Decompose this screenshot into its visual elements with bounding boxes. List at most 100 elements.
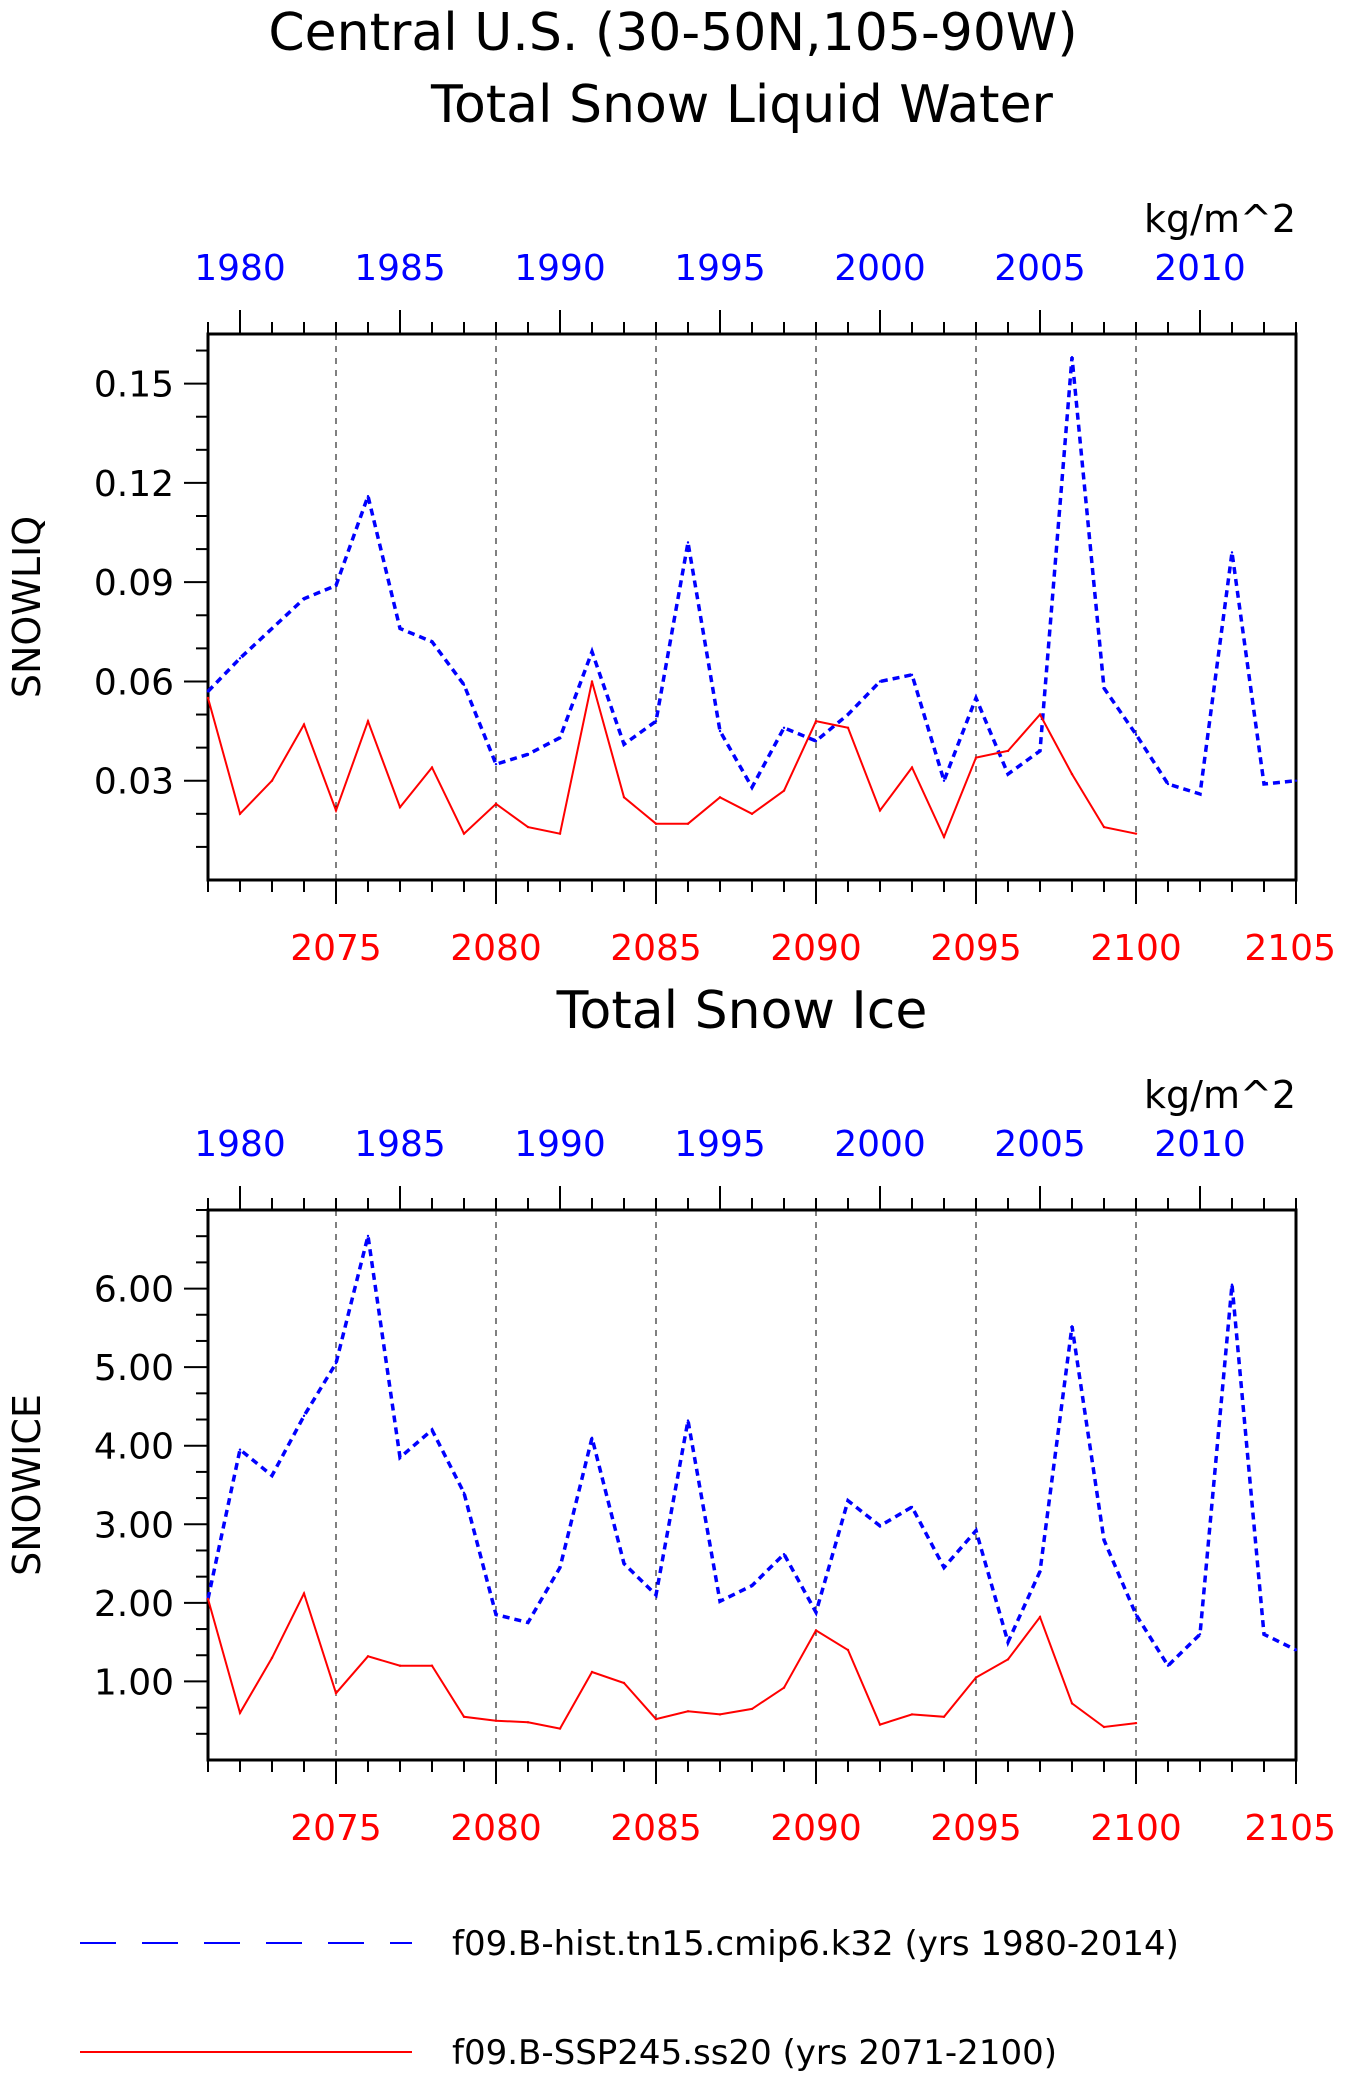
data-point-hist <box>1230 1283 1234 1286</box>
data-point-hist <box>334 1362 338 1365</box>
data-point-ssp <box>686 822 690 825</box>
data-point-ssp <box>750 1707 754 1711</box>
data-point-hist <box>1166 1664 1170 1667</box>
data-point-hist <box>910 673 914 677</box>
data-point-ssp <box>910 1713 914 1716</box>
data-point-ssp <box>494 1719 498 1722</box>
data-point-ssp <box>622 796 626 799</box>
y-tick-label: 0.09 <box>94 563 174 604</box>
series-line-hist <box>206 1235 1297 1669</box>
y-tick-label: 3.00 <box>94 1505 174 1546</box>
bottom-tick-label: 2075 <box>290 928 382 969</box>
data-point-hist <box>686 541 690 544</box>
data-point-ssp <box>334 809 338 812</box>
data-point-hist <box>846 713 850 716</box>
data-point-ssp <box>942 835 946 839</box>
legend-label: f09.B-hist.tn15.cmip6.k32 (yrs 1980-2014… <box>452 1924 1179 1964</box>
y-tick-label: 1.00 <box>94 1662 174 1703</box>
y-axis-label: SNOWLIQ <box>5 516 49 698</box>
data-point-ssp <box>1006 749 1010 753</box>
series-line-ssp <box>207 681 1137 840</box>
data-point-hist <box>942 1566 946 1569</box>
top-tick-label: 1995 <box>674 1124 766 1165</box>
series-line-ssp <box>207 1590 1137 1730</box>
data-point-ssp <box>366 1655 370 1658</box>
data-point-hist <box>430 640 434 643</box>
data-point-hist <box>1198 792 1202 796</box>
y-axis-label: SNOWICE <box>5 1394 49 1576</box>
top-tick-label: 1990 <box>514 248 606 289</box>
data-point-ssp <box>270 1656 274 1660</box>
data-point-hist <box>494 762 498 766</box>
data-point-ssp <box>846 726 850 729</box>
data-point-ssp <box>430 1664 434 1667</box>
data-point-ssp <box>526 825 530 829</box>
panel-snowice: Total Snow Ice kg/m^2 1980 1985 1990 1995 2000… <box>5 981 1336 1849</box>
data-point-hist <box>910 1505 914 1509</box>
data-point-ssp <box>398 806 402 809</box>
data-point-ssp <box>846 1648 850 1652</box>
data-point-hist <box>846 1499 850 1502</box>
data-point-ssp <box>814 719 818 723</box>
panel-title: Total Snow Liquid Water <box>430 75 1054 135</box>
data-point-ssp <box>590 1670 594 1674</box>
bottom-tick-label: 2090 <box>770 928 862 969</box>
bottom-tick-label: 2085 <box>610 928 702 969</box>
data-point-hist <box>270 627 274 630</box>
data-point-hist <box>590 650 594 653</box>
top-tick-label: 2000 <box>834 248 926 289</box>
data-point-hist <box>814 1611 818 1614</box>
data-point-ssp <box>942 1715 946 1718</box>
data-point-ssp <box>1070 772 1074 776</box>
data-point-ssp <box>910 766 914 769</box>
data-point-hist <box>782 1552 786 1556</box>
data-point-hist <box>686 1419 690 1422</box>
data-point-ssp <box>462 1715 466 1718</box>
data-point-ssp <box>814 1629 818 1632</box>
data-point-ssp <box>494 802 498 806</box>
bottom-tick-label: 2080 <box>450 1808 542 1849</box>
data-point-hist <box>558 736 562 739</box>
data-point-hist <box>462 1491 466 1495</box>
data-point-ssp <box>1070 1702 1074 1705</box>
data-point-hist <box>430 1428 434 1432</box>
data-point-hist <box>366 1234 370 1238</box>
top-tick-label: 1985 <box>354 248 446 289</box>
data-point-hist <box>878 680 882 683</box>
y-tick-label: 0.12 <box>94 464 174 505</box>
data-point-hist <box>590 1436 594 1440</box>
top-tick-label: 1980 <box>194 1124 286 1165</box>
top-tick-label: 1980 <box>194 248 286 289</box>
data-point-hist <box>526 753 530 756</box>
data-point-hist <box>1070 355 1074 359</box>
plot-frame <box>206 332 1298 882</box>
panel-title: Total Snow Ice <box>556 981 928 1041</box>
data-point-ssp <box>430 766 434 769</box>
data-point-ssp <box>622 1681 626 1685</box>
data-point-hist <box>1038 1570 1042 1573</box>
y-tick-label: 0.03 <box>94 762 174 803</box>
data-point-ssp <box>1038 713 1042 716</box>
data-point-ssp <box>590 680 594 683</box>
top-tick-label: 2005 <box>994 248 1086 289</box>
data-point-hist <box>878 1524 882 1528</box>
data-point-hist <box>366 494 370 498</box>
units-label: kg/m^2 <box>1144 197 1296 241</box>
top-tick-label: 1990 <box>514 1124 606 1165</box>
data-point-hist <box>1294 1648 1298 1652</box>
data-point-hist <box>206 690 210 693</box>
data-point-hist <box>750 1584 754 1587</box>
data-point-hist <box>782 726 786 729</box>
data-point-ssp <box>654 822 658 825</box>
bottom-tick-label: 2095 <box>930 928 1022 969</box>
data-point-hist <box>1134 733 1138 736</box>
top-tick-label: 1985 <box>354 1124 446 1165</box>
data-point-ssp <box>718 796 722 799</box>
bottom-tick-label: 2095 <box>930 1808 1022 1849</box>
bottom-tick-label: 2075 <box>290 1808 382 1849</box>
data-point-hist <box>1294 779 1298 782</box>
data-point-ssp <box>558 1727 562 1730</box>
data-point-ssp <box>238 812 242 816</box>
data-point-hist <box>622 1562 626 1565</box>
